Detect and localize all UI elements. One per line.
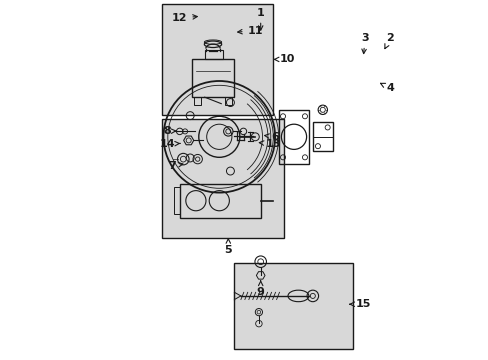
- Text: 11: 11: [237, 26, 263, 36]
- Bar: [179, 184, 260, 218]
- Bar: [162, 119, 284, 238]
- Bar: [162, 4, 273, 115]
- Text: 15: 15: [349, 299, 370, 309]
- Text: 2: 2: [384, 33, 393, 49]
- Text: 3: 3: [361, 33, 368, 54]
- Text: 7: 7: [168, 161, 183, 171]
- Text: 10: 10: [274, 54, 295, 64]
- Text: 13: 13: [259, 139, 281, 149]
- Text: 14: 14: [159, 139, 180, 149]
- Text: 9: 9: [256, 281, 264, 297]
- Bar: [224, 97, 231, 105]
- Bar: [194, 97, 201, 105]
- Bar: [233, 263, 352, 349]
- Bar: [204, 50, 223, 59]
- Text: 8: 8: [163, 126, 176, 136]
- Text: 5: 5: [224, 239, 232, 255]
- Text: 1: 1: [256, 8, 264, 30]
- Bar: [192, 59, 233, 97]
- Text: 4: 4: [380, 83, 393, 93]
- Bar: [312, 122, 332, 151]
- Bar: [278, 110, 309, 164]
- Text: 12: 12: [172, 13, 197, 23]
- Bar: [174, 187, 179, 214]
- Text: 6: 6: [264, 132, 279, 142]
